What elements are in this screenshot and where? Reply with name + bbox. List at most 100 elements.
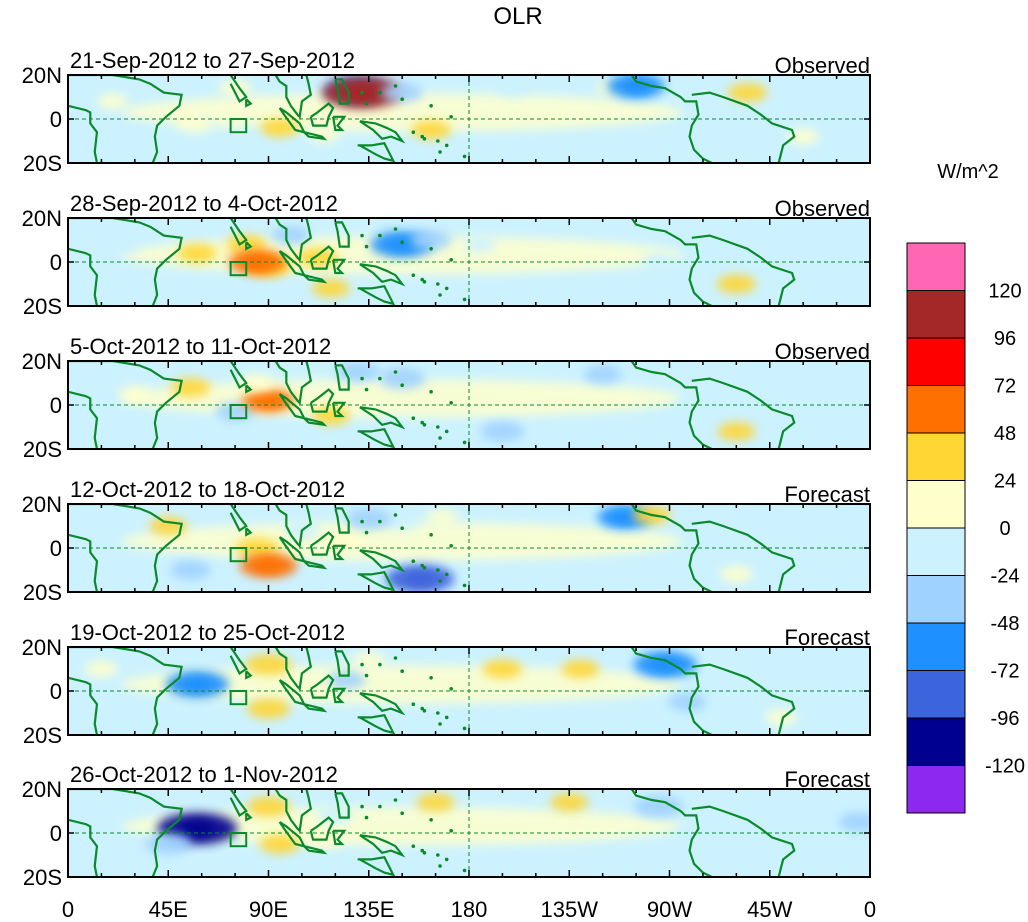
coastline bbox=[691, 91, 796, 163]
colorbar-units: W/m^2 bbox=[937, 161, 999, 183]
island bbox=[422, 709, 427, 713]
island bbox=[364, 387, 369, 392]
coastline bbox=[229, 361, 248, 389]
x-tick-label: 45W bbox=[747, 897, 792, 922]
island bbox=[393, 84, 398, 88]
island bbox=[360, 804, 364, 809]
y-tick-label: 20S bbox=[23, 723, 62, 748]
coastline bbox=[68, 75, 183, 163]
coastline bbox=[357, 427, 396, 449]
anomaly-core bbox=[256, 394, 281, 407]
x-tick-label: 180 bbox=[451, 897, 488, 922]
island bbox=[411, 702, 416, 706]
island bbox=[444, 572, 449, 577]
island bbox=[420, 706, 425, 711]
y-tick-label: 20S bbox=[23, 294, 62, 319]
coastline bbox=[334, 792, 350, 819]
y-tick-label: 20S bbox=[23, 437, 62, 462]
y-tick-label: 20N bbox=[22, 777, 62, 802]
coastline bbox=[691, 663, 796, 735]
anomaly-blob bbox=[177, 243, 218, 263]
island bbox=[436, 711, 440, 715]
coastline bbox=[691, 234, 796, 306]
coastline bbox=[334, 650, 350, 677]
colorbar-swatch bbox=[906, 622, 966, 671]
coastline bbox=[630, 504, 713, 592]
panel-kind-label: Observed bbox=[775, 339, 870, 364]
island bbox=[422, 851, 427, 855]
y-tick-label: 0 bbox=[50, 821, 62, 846]
coastline bbox=[334, 507, 350, 534]
y-tick-label: 0 bbox=[50, 536, 62, 561]
anomaly-blob bbox=[411, 120, 451, 140]
anomaly-blob bbox=[668, 692, 707, 712]
coastline bbox=[691, 377, 796, 449]
island bbox=[364, 101, 369, 106]
colorbar-label: -72 bbox=[991, 661, 1020, 683]
colorbar: W/m^2 120 96 72 48 24 0 -24 -48 -72 -96 -120 bbox=[906, 161, 1025, 814]
anomaly-blob bbox=[311, 279, 350, 298]
coastline bbox=[309, 816, 335, 841]
island bbox=[411, 559, 416, 563]
x-tick-label: 45E bbox=[149, 897, 188, 922]
island bbox=[436, 568, 440, 572]
coastline bbox=[264, 75, 313, 120]
panel-kind-label: Observed bbox=[775, 196, 870, 221]
island bbox=[449, 829, 453, 833]
panel-5: 20N 0 20S 19-Oct-2012 to 25-Oct-2012 Forecas… bbox=[22, 620, 871, 748]
y-tick-label: 20N bbox=[22, 349, 62, 374]
anomaly-blob bbox=[74, 242, 106, 260]
anomaly-blob bbox=[345, 508, 392, 530]
coastline bbox=[357, 284, 396, 306]
coastline bbox=[245, 98, 253, 108]
island bbox=[360, 90, 364, 95]
coastline bbox=[691, 805, 796, 877]
coastlines bbox=[68, 75, 870, 163]
island bbox=[438, 150, 442, 154]
island bbox=[400, 240, 404, 244]
coastline bbox=[630, 218, 713, 306]
y-tick-label: 20S bbox=[23, 580, 62, 605]
panel-title: 26-Oct-2012 to 1-Nov-2012 bbox=[70, 762, 338, 787]
island bbox=[429, 390, 433, 394]
coastline bbox=[245, 527, 253, 537]
island bbox=[393, 656, 398, 660]
colorbar-swatch bbox=[906, 385, 966, 434]
anomaly-blob bbox=[85, 660, 118, 678]
island bbox=[393, 370, 398, 374]
island bbox=[462, 297, 467, 302]
coastline bbox=[334, 364, 350, 391]
island bbox=[420, 134, 425, 139]
coastline bbox=[357, 570, 396, 592]
island bbox=[360, 376, 364, 381]
anomaly-blob bbox=[170, 560, 211, 580]
island bbox=[400, 383, 404, 388]
island bbox=[411, 844, 416, 848]
island bbox=[449, 258, 453, 262]
anomaly-core bbox=[255, 559, 282, 572]
coastline bbox=[303, 845, 328, 855]
coastline bbox=[309, 245, 335, 270]
colorbar-label: -24 bbox=[991, 566, 1020, 588]
x-tick-label: 135E bbox=[343, 897, 394, 922]
island bbox=[420, 563, 425, 568]
island bbox=[436, 282, 440, 286]
island bbox=[438, 722, 442, 726]
anomaly-blob bbox=[497, 79, 530, 97]
anomaly-blob bbox=[717, 422, 756, 441]
island bbox=[420, 420, 425, 425]
island bbox=[378, 376, 382, 381]
anomaly-blob bbox=[141, 704, 173, 722]
anomaly-blob bbox=[426, 509, 458, 526]
x-tick-label: 0 bbox=[62, 897, 74, 922]
colorbar-label: -96 bbox=[991, 708, 1020, 730]
panel-3: 20N 0 20S 5-Oct-2012 to 11-Oct-2012 Observed bbox=[22, 334, 871, 462]
anomaly-blob bbox=[246, 698, 291, 719]
coastline bbox=[359, 692, 406, 716]
anomaly-blob bbox=[787, 128, 819, 145]
island bbox=[364, 530, 369, 535]
panel-title: 19-Oct-2012 to 25-Oct-2012 bbox=[70, 620, 345, 645]
anomaly-blob bbox=[685, 528, 721, 546]
colorbar-swatch bbox=[906, 527, 966, 576]
